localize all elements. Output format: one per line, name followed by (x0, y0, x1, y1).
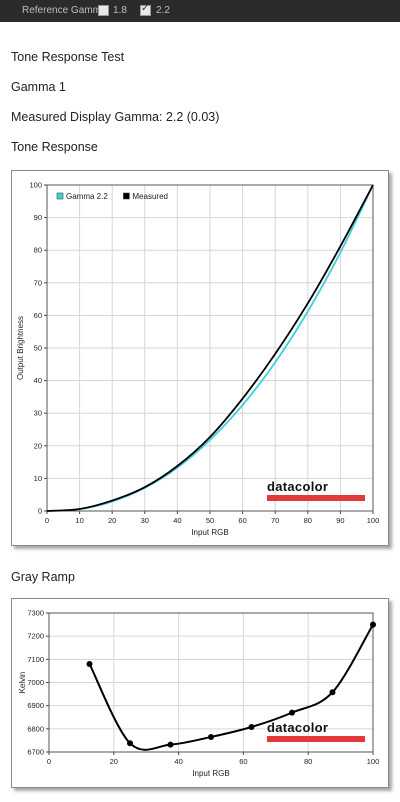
y-tick-label: 100 (29, 181, 42, 190)
gamma-1-8-label: 1.8 (113, 5, 127, 16)
data-point (248, 723, 255, 730)
y-tick-label: 70 (34, 278, 42, 287)
reference-gamma-toolbar: Reference Gamma: 1.8 2.2 (0, 0, 400, 22)
reference-gamma-label: Reference Gamma: (22, 5, 110, 16)
y-tick-label: 60 (34, 311, 42, 320)
tone-response-chart: 0 10 20 30 40 50 60 70 80 90 100 0 10 20 30 40 50 60 70 80 9… (16, 181, 380, 538)
plot-border (48, 612, 374, 753)
gray-ramp-heading: Gray Ramp (11, 570, 75, 584)
x-tick-label: 80 (304, 757, 312, 766)
y-tick-label: 0 (38, 507, 42, 516)
data-point (167, 741, 174, 748)
x-tick-label: 60 (238, 516, 246, 525)
y-tick-label: 50 (34, 344, 42, 353)
legend-swatch (56, 192, 64, 200)
x-tick-label: 90 (336, 516, 344, 525)
y-tick-label: 90 (34, 213, 42, 222)
y-tick-label: 20 (34, 441, 42, 450)
gamma-2-2-checkbox[interactable] (140, 3, 151, 16)
tone-response-panel: 0 10 20 30 40 50 60 70 80 90 100 0 10 20 30 40 50 60 70 80 9… (11, 170, 389, 546)
y-tick-label: 6900 (27, 701, 44, 710)
y-tick-label: 7200 (27, 632, 44, 641)
data-point (329, 689, 336, 696)
datacolor-logo-bar (267, 495, 365, 501)
legend-label: Gamma 2.2 (66, 192, 108, 201)
report-subtitle: Gamma 1 (11, 80, 66, 94)
plot-border (46, 184, 374, 512)
y-tick-label: 6800 (27, 724, 44, 733)
report-title: Tone Response Test (11, 50, 125, 64)
datacolor-logo-bar (267, 736, 365, 742)
legend-swatch (123, 192, 130, 200)
x-tick-label: 60 (239, 757, 247, 766)
gamma-2-2-label: 2.2 (156, 5, 170, 16)
gamma-1-8-checkbox[interactable] (98, 5, 109, 16)
y-tick-label: 7000 (27, 678, 44, 687)
series-line-2 (46, 184, 374, 512)
x-axis-label: Input RGB (192, 769, 229, 778)
data-point (127, 740, 133, 747)
x-tick-label: 100 (367, 757, 380, 766)
y-tick-label: 40 (34, 376, 42, 385)
x-tick-label: 10 (75, 516, 83, 525)
datacolor-logo-text: datacolor (267, 720, 328, 735)
x-tick-label: 20 (108, 516, 116, 525)
y-axis-label: Kelvin (18, 672, 27, 694)
y-tick-label: 10 (34, 474, 42, 483)
y-tick-label: 80 (34, 246, 42, 255)
y-tick-label: 7100 (27, 655, 44, 664)
tone-response-heading: Tone Response (11, 140, 98, 154)
x-axis-label: Input RGB (191, 528, 228, 537)
data-point (370, 621, 376, 628)
x-tick-label: 80 (304, 516, 312, 525)
x-tick-label: 100 (367, 516, 380, 525)
data-point (208, 733, 214, 740)
x-tick-label: 40 (174, 757, 182, 766)
measured-gamma-text: Measured Display Gamma: 2.2 (0.03) (11, 110, 220, 124)
x-tick-label: 70 (271, 516, 279, 525)
datacolor-logo-text: datacolor (267, 479, 328, 494)
x-tick-label: 20 (110, 757, 118, 766)
y-tick-label: 7300 (27, 609, 44, 618)
data-point (86, 660, 93, 667)
gray-ramp-chart: 0 20 40 60 80 100 6700 6800 6900 7000 7100 7200 7300… (18, 609, 380, 779)
data-point (289, 709, 295, 716)
x-tick-label: 50 (206, 516, 214, 525)
x-tick-label: 0 (47, 757, 51, 766)
legend-label: Measured (132, 192, 168, 201)
y-tick-label: 30 (34, 409, 42, 418)
x-tick-label: 0 (45, 516, 49, 525)
x-tick-label: 30 (141, 516, 149, 525)
x-tick-label: 40 (173, 516, 181, 525)
y-tick-label: 6700 (27, 748, 44, 757)
gray-ramp-panel: 0 20 40 60 80 100 6700 6800 6900 7000 7100 7200 7300… (11, 598, 389, 788)
y-axis-label: Output Brightness (16, 316, 25, 380)
